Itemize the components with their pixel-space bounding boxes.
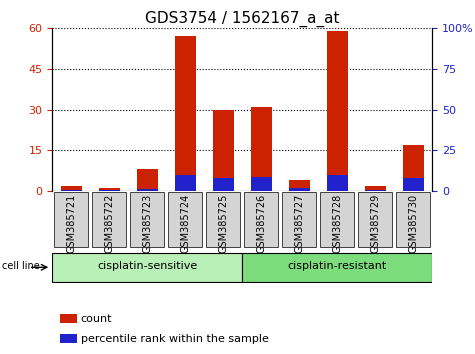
Bar [175,175,196,191]
Bar [213,178,234,191]
FancyBboxPatch shape [52,253,242,282]
FancyBboxPatch shape [242,253,432,282]
Bar [365,186,386,191]
Bar [61,189,82,191]
Bar [403,145,424,191]
Text: GSM385722: GSM385722 [104,194,114,253]
FancyBboxPatch shape [206,192,240,247]
Bar [60,314,77,323]
FancyBboxPatch shape [282,192,316,247]
FancyBboxPatch shape [244,192,278,247]
Text: GSM385723: GSM385723 [142,194,152,253]
Bar [289,188,310,191]
FancyBboxPatch shape [168,192,202,247]
Bar [60,334,77,343]
Bar [99,190,120,191]
Text: GSM385727: GSM385727 [294,194,304,253]
FancyBboxPatch shape [396,192,430,247]
Bar [251,177,272,191]
FancyBboxPatch shape [54,192,88,247]
Text: GSM385725: GSM385725 [218,194,228,253]
Bar [137,189,158,191]
Text: cisplatin-sensitive: cisplatin-sensitive [97,261,198,271]
Bar [213,110,234,191]
Text: GSM385729: GSM385729 [370,194,380,253]
Bar [327,175,348,191]
Bar [327,31,348,191]
Text: GSM385730: GSM385730 [408,194,418,253]
Bar [251,107,272,191]
Text: GSM385726: GSM385726 [256,194,266,253]
Text: cisplatin-resistant: cisplatin-resistant [288,261,387,271]
FancyBboxPatch shape [358,192,392,247]
Text: GSM385721: GSM385721 [66,194,76,253]
Text: GSM385724: GSM385724 [180,194,190,253]
FancyBboxPatch shape [320,192,354,247]
FancyBboxPatch shape [92,192,126,247]
Title: GDS3754 / 1562167_a_at: GDS3754 / 1562167_a_at [145,11,340,27]
Bar [365,190,386,191]
Text: GSM385728: GSM385728 [332,194,342,253]
Bar [137,170,158,191]
Bar [289,180,310,191]
Bar [175,36,196,191]
Text: cell line: cell line [2,261,40,271]
Bar [61,186,82,191]
Bar [99,188,120,191]
Text: count: count [81,314,112,324]
Bar [403,178,424,191]
Text: percentile rank within the sample: percentile rank within the sample [81,333,269,344]
FancyBboxPatch shape [130,192,164,247]
